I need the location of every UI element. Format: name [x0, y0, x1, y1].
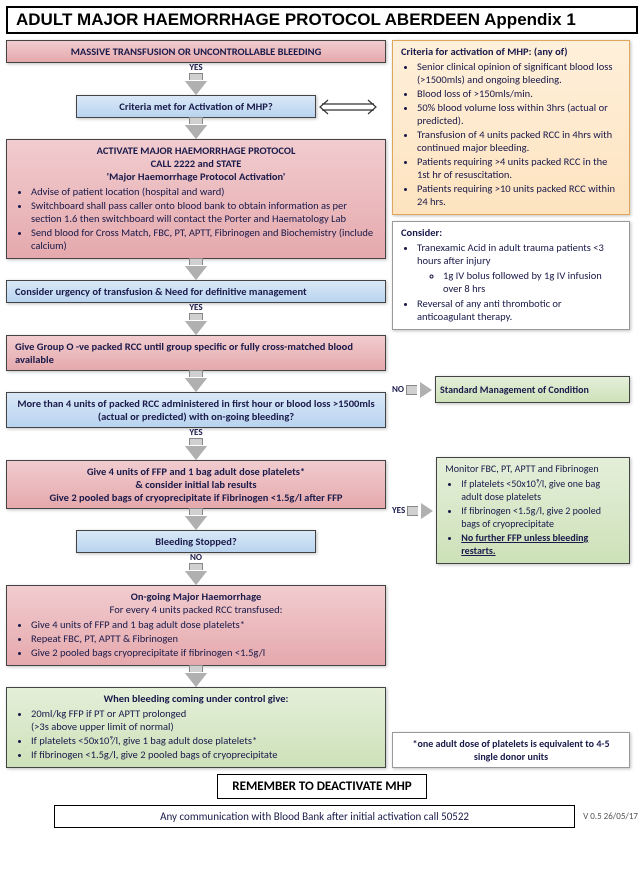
ongoing-li-1: Give 4 units of FFP and 1 bag adult dose… — [31, 618, 377, 631]
box-deactivate: REMEMBER TO DEACTIVATE MHP — [217, 774, 426, 799]
label-yes-3: YES — [189, 427, 202, 438]
arrow-8: NO — [185, 552, 207, 586]
arrow-5 — [185, 370, 207, 393]
arrow-6: YES — [185, 427, 207, 461]
consider-title: Consider: — [401, 226, 621, 239]
main-columns: MASSIVE TRANSFUSION OR UNCONTROLLABLE BL… — [6, 40, 638, 768]
crit-li-6: Patients requiring >10 units packed RCC … — [417, 182, 621, 208]
arrow-7 — [185, 508, 207, 531]
mon-li-3: No further FFP unless bleeding restarts. — [461, 531, 621, 557]
cons-li-2: Reversal of any anti thrombotic or antic… — [417, 297, 621, 323]
row-more-than-4: More than 4 units of packed RCC administ… — [6, 392, 386, 428]
activate-title-1: ACTIVATE MAJOR HAEMORRHAGE PROTOCOL — [15, 144, 377, 157]
box-activate-mhp: ACTIVATE MAJOR HAEMORRHAGE PROTOCOL CALL… — [6, 139, 386, 259]
cons-li-1: Tranexamic Acid in adult trauma patients… — [417, 241, 621, 295]
arrow-4: YES — [185, 302, 207, 336]
mon-li-1: If platelets <50x10⁹/l, give one bag adu… — [461, 477, 621, 503]
mon-li-2: If fibrinogen <1.5g/l, give 2 pooled bag… — [461, 504, 621, 530]
label-yes-2: YES — [189, 302, 202, 313]
box-give-group-o: Give Group O -ve packed RCC until group … — [6, 335, 386, 371]
arrow-2 — [185, 117, 207, 140]
ongoing-title: On-going Major Haemorrhage — [15, 590, 377, 603]
under-control-title: When bleeding coming under control give: — [15, 692, 377, 705]
ffp-l1: Give 4 units of FFP and 1 bag adult dose… — [15, 465, 377, 478]
row-bleeding-stopped: Bleeding Stopped? — [6, 530, 386, 553]
box-more-than-4: More than 4 units of packed RCC administ… — [6, 392, 386, 428]
box-massive-transfusion: MASSIVE TRANSFUSION OR UNCONTROLLABLE BL… — [6, 40, 386, 63]
ffp-l2: & consider initial lab results — [15, 478, 377, 491]
ongoing-li-2: Repeat FBC, PT, APTT & Fibrinogen — [31, 632, 377, 645]
flow-column: MASSIVE TRANSFUSION OR UNCONTROLLABLE BL… — [6, 40, 386, 768]
box-give-ffp: Give 4 units of FFP and 1 bag adult dose… — [6, 460, 386, 509]
row-std-mgmt: NO Standard Management of Condition — [392, 376, 630, 403]
uc-li-2: If platelets <50x10⁹/l, give 1 bag adult… — [31, 734, 377, 747]
ffp-l3: Give 2 pooled bags of cryoprecipitate if… — [15, 491, 377, 504]
activate-li-2: Switchboard shall pass caller onto blood… — [31, 199, 377, 225]
footer-row: Any communication with Blood Bank after … — [6, 805, 638, 828]
arrow-9 — [185, 665, 207, 688]
activate-title-3: 'Major Haemorrhage Protocol Activation' — [15, 170, 377, 183]
monitor-title: Monitor FBC, PT, APTT and Fibrinogen — [445, 462, 621, 475]
row-monitor: YES Monitor FBC, PT, APTT and Fibrinogen… — [392, 457, 630, 564]
uc-li-3: If fibrinogen <1.5g/l, give 2 pooled bag… — [31, 748, 377, 761]
crit-li-1: Senior clinical opinion of significant b… — [417, 60, 621, 86]
ongoing-sub: For every 4 units packed RCC transfused: — [15, 603, 377, 616]
activate-title-2: CALL 2222 and STATE — [15, 157, 377, 170]
box-platelet-note: *one adult dose of platelets is equivale… — [392, 732, 630, 768]
uc-li-1: 20ml/kg FFP if PT or APTT prolonged (>3s… — [31, 707, 377, 733]
box-bleeding-stopped: Bleeding Stopped? — [76, 530, 316, 553]
page-title: ADULT MAJOR HAEMORRHAGE PROTOCOL ABERDEE… — [6, 6, 638, 34]
label-yes-1: YES — [189, 62, 202, 73]
box-consider-urgency: Consider urgency of transfusion & Need f… — [6, 280, 386, 303]
box-communication: Any communication with Blood Bank after … — [54, 805, 575, 828]
cons-li-1a: 1g IV bolus followed by 1g IV infusion o… — [443, 269, 621, 295]
crit-li-3: 50% blood volume loss within 3hrs (actua… — [417, 101, 621, 127]
ongoing-li-3: Give 2 pooled bags cryoprecipitate if fi… — [31, 646, 377, 659]
arrow-right-2 — [421, 503, 433, 519]
crit-li-5: Patients requiring >4 units packed RCC i… — [417, 155, 621, 181]
arrow-1: YES — [185, 62, 207, 96]
label-no-2: NO — [190, 552, 202, 563]
arrow-3 — [185, 258, 207, 281]
label-no-1: NO — [392, 384, 404, 395]
box-ongoing: On-going Major Haemorrhage For every 4 u… — [6, 585, 386, 666]
crit-li-4: Transfusion of 4 units packed RCC in 4hr… — [417, 128, 621, 154]
criteria-title: Criteria for activation of MHP: (any of) — [401, 45, 621, 58]
box-consider: Consider: Tranexamic Acid in adult traum… — [392, 221, 630, 330]
version-label: V 0.5 26/05/17 — [583, 811, 638, 822]
box-under-control: When bleeding coming under control give:… — [6, 687, 386, 768]
label-yes-4: YES — [392, 505, 405, 516]
row-criteria: Criteria met for Activation of MHP? — [6, 95, 386, 118]
activate-li-1: Advise of patient location (hospital and… — [31, 185, 377, 198]
activate-li-3: Send blood for Cross Match, FBC, PT, APT… — [31, 226, 377, 252]
crit-li-2: Blood loss of >150mls/min. — [417, 87, 621, 100]
box-standard-mgmt: Standard Management of Condition — [435, 376, 630, 403]
double-arrow-icon — [316, 98, 380, 116]
box-criteria-met: Criteria met for Activation of MHP? — [76, 95, 316, 118]
box-criteria-list: Criteria for activation of MHP: (any of)… — [392, 40, 630, 215]
side-column: Criteria for activation of MHP: (any of)… — [392, 40, 630, 768]
arrow-right-1 — [420, 382, 432, 398]
box-monitor: Monitor FBC, PT, APTT and Fibrinogen If … — [436, 457, 630, 564]
